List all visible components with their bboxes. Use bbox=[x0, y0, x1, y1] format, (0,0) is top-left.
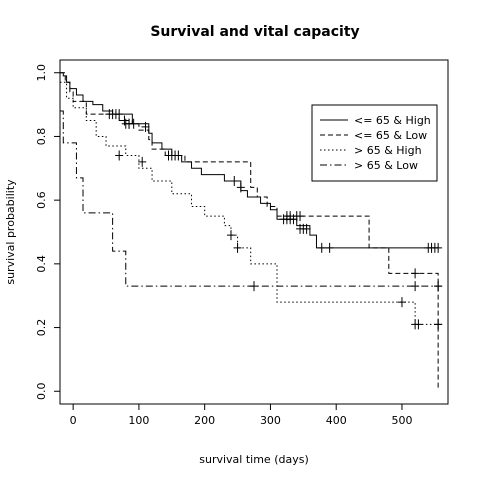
censor-mark bbox=[434, 242, 443, 253]
censor-mark bbox=[434, 319, 443, 330]
y-tick-label: 1.0 bbox=[35, 64, 48, 82]
x-axis-label: survival time (days) bbox=[199, 453, 309, 466]
chart-title: Survival and vital capacity bbox=[150, 24, 359, 40]
censor-mark bbox=[236, 182, 245, 193]
censor-mark bbox=[141, 121, 150, 132]
censor-mark bbox=[397, 297, 406, 308]
series-line bbox=[60, 72, 439, 389]
censor-mark bbox=[296, 211, 305, 222]
legend-label: > 65 & High bbox=[354, 144, 422, 157]
censor-mark bbox=[129, 118, 138, 129]
censor-mark bbox=[414, 319, 423, 330]
censor-mark bbox=[317, 242, 326, 253]
plot-frame bbox=[59, 59, 449, 405]
x-tick-label: 200 bbox=[194, 414, 215, 427]
censor-mark bbox=[115, 150, 124, 161]
censor-mark bbox=[250, 281, 258, 292]
x-tick-label: 400 bbox=[326, 414, 347, 427]
x-axis: 0 100 200 300 400 500 bbox=[70, 404, 412, 427]
y-tick-label: 0.0 bbox=[35, 383, 48, 401]
x-tick-label: 100 bbox=[128, 414, 149, 427]
series-line bbox=[60, 110, 439, 287]
censor-mark bbox=[325, 242, 334, 253]
censor-mark bbox=[226, 230, 235, 241]
legend-box bbox=[311, 104, 438, 182]
x-tick-label: 500 bbox=[391, 414, 412, 427]
censor-mark bbox=[230, 176, 239, 187]
legend: <= 65 & High <= 65 & Low > 65 & High > 65 &… bbox=[311, 104, 438, 182]
y-tick-label: 0.2 bbox=[35, 319, 48, 337]
y-tick-label: 0.4 bbox=[35, 255, 48, 273]
censor-mark bbox=[233, 242, 242, 253]
x-tick-label: 300 bbox=[260, 414, 281, 427]
censor-mark bbox=[138, 156, 147, 167]
legend-label: <= 65 & Low bbox=[354, 129, 427, 142]
legend-label: <= 65 & High bbox=[354, 114, 431, 127]
x-tick-label: 0 bbox=[70, 414, 77, 427]
y-tick-label: 0.6 bbox=[35, 191, 48, 209]
series-4 bbox=[60, 110, 443, 292]
censor-mark bbox=[302, 223, 311, 234]
y-axis-label: survival probability bbox=[4, 179, 17, 285]
series-line bbox=[60, 81, 439, 325]
series-3 bbox=[60, 81, 443, 330]
y-tick-label: 0.8 bbox=[35, 128, 48, 146]
censor-mark bbox=[411, 268, 420, 279]
y-axis: 0.0 0.2 0.4 0.6 0.8 1.0 bbox=[35, 64, 60, 400]
series-layer bbox=[60, 72, 443, 389]
censor-mark bbox=[411, 281, 420, 292]
censor-mark bbox=[434, 281, 443, 292]
legend-label: > 65 & Low bbox=[354, 159, 418, 172]
